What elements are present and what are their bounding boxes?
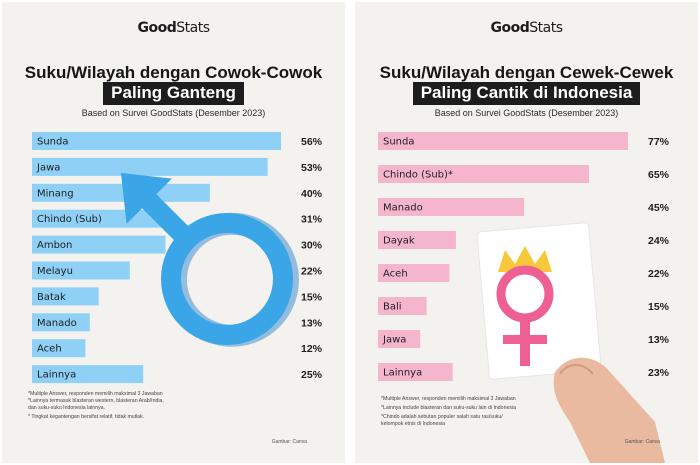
- goodstats-logo: GoodStats: [2, 20, 345, 36]
- footnote-line: dan suku-suku Indonesia lainnya.: [28, 405, 105, 411]
- value-label: 56%: [301, 136, 323, 148]
- footnote-line: * Tingkat kegantengan bersifat relatif, …: [28, 414, 145, 420]
- bar: [378, 330, 421, 348]
- category-label: Lainnya: [383, 368, 422, 379]
- bar: [378, 264, 450, 282]
- category-label: Bali: [383, 302, 402, 313]
- chart-footnotes: *Multiple Answer, responden memilih maks…: [28, 391, 164, 421]
- category-label: Ambon: [37, 240, 72, 251]
- value-label: 22%: [301, 266, 323, 278]
- logo-good-text: Good: [137, 20, 177, 36]
- bar: [32, 313, 90, 332]
- value-label: 24%: [648, 235, 670, 247]
- logo-good-text: Good: [490, 20, 530, 36]
- value-label: 31%: [301, 214, 323, 226]
- category-label: Jawa: [382, 335, 406, 346]
- value-label: 40%: [301, 188, 323, 200]
- value-label: 53%: [301, 162, 323, 174]
- category-label: Dayak: [383, 236, 415, 247]
- bar: [32, 183, 210, 202]
- bar: [378, 165, 590, 183]
- bar: [32, 261, 130, 280]
- category-label: Sunda: [37, 137, 69, 148]
- category-label: Chindo (Sub)*: [383, 170, 453, 181]
- footnote-line: *Lainnya termasuk blasteran western, bla…: [28, 398, 164, 404]
- category-label: Lainnya: [37, 370, 76, 381]
- male-infographic-panel: GoodStats Suku/Wilayah dengan Cowok-Cowo…: [2, 2, 345, 463]
- image-credit: Gambar: Canva: [271, 439, 307, 445]
- logo-stats-text: Stats: [176, 20, 210, 36]
- female-symbol-icon: [496, 246, 554, 366]
- category-label: Manado: [37, 318, 77, 329]
- value-label: 15%: [648, 301, 670, 313]
- footnote-line: *Chindo adalah sebutan populer salah sat…: [381, 414, 503, 420]
- footnote-line: *Multiple Answer, responden memilih maks…: [28, 391, 163, 397]
- bar: [378, 132, 628, 150]
- bar: [378, 363, 453, 381]
- value-label: 23%: [648, 367, 670, 379]
- category-label: Manado: [383, 203, 423, 214]
- bar: [32, 339, 86, 358]
- value-label: 30%: [301, 240, 323, 252]
- chart-title-line2: Paling Cantik di Indonesia: [355, 82, 698, 105]
- bar: [32, 287, 99, 306]
- category-label: Sunda: [383, 137, 415, 148]
- footnote-line: *Lainnya include blasteran dan suku-suku…: [381, 405, 516, 411]
- female-bar-chart: Sunda 77% Chindo (Sub)* 65% Manado 45% Dayak 24…: [378, 132, 670, 463]
- goodstats-logo: GoodStats: [355, 20, 698, 36]
- category-label: Aceh: [383, 269, 408, 280]
- crown-icon: [498, 246, 552, 272]
- value-label: 77%: [648, 136, 670, 148]
- category-label: Chindo (Sub): [37, 214, 102, 225]
- value-label: 22%: [648, 268, 670, 280]
- category-label: Jawa: [36, 162, 60, 173]
- chart-subtitle: Based on Survei GoodStats (Desember 2023…: [81, 108, 266, 118]
- logo-stats-text: Stats: [529, 20, 563, 36]
- bar: [378, 297, 427, 315]
- category-label: Aceh: [37, 344, 62, 355]
- footnote-line: *Multiple Answer, responden memilih maks…: [381, 396, 516, 402]
- bar: [32, 365, 144, 384]
- category-label: Melayu: [37, 266, 73, 277]
- bar: [32, 132, 281, 150]
- chart-title-highlight: Paling Ganteng: [103, 82, 244, 105]
- bar: [32, 235, 166, 254]
- value-label: 15%: [301, 291, 323, 303]
- female-infographic-panel: GoodStats Suku/Wilayah dengan Cewek-Cewe…: [355, 2, 698, 463]
- value-label: 65%: [648, 169, 670, 181]
- male-symbol-icon: [120, 172, 299, 347]
- category-label: Minang: [37, 188, 74, 199]
- bar: [378, 198, 525, 216]
- chart-title-highlight: Paling Cantik di Indonesia: [412, 82, 641, 105]
- male-bar-chart: Sunda 56% Jawa 53% Minang 40% Chindo (Sub) 31% A…: [32, 132, 323, 384]
- value-label: 13%: [648, 334, 670, 346]
- category-label: Batak: [37, 292, 66, 303]
- value-label: 12%: [301, 343, 323, 355]
- bar: [378, 231, 456, 249]
- value-label: 13%: [301, 317, 323, 329]
- footnote-line: kelompok etnis di Indonesia: [381, 421, 446, 427]
- value-label: 45%: [648, 202, 670, 214]
- chart-footnotes: *Multiple Answer, responden memilih maks…: [381, 396, 516, 428]
- chart-title-line1: Suku/Wilayah dengan Cowok-Cowok: [24, 63, 323, 82]
- chart-title-line1: Suku/Wilayah dengan Cewek-Cewek: [379, 63, 674, 82]
- image-credit: Gambar: Canva: [624, 439, 660, 445]
- value-label: 25%: [301, 369, 323, 381]
- bar: [32, 157, 268, 176]
- chart-subtitle: Based on Survei GoodStats (Desember 2023…: [434, 108, 619, 118]
- chart-title-line2: Paling Ganteng: [2, 82, 345, 105]
